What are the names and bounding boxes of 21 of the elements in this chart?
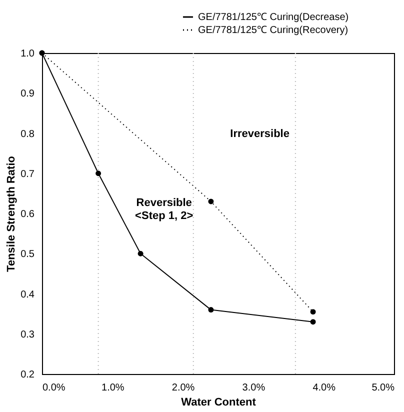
annotation: Irreversible — [230, 128, 290, 140]
y-tick-label: 0.5 — [20, 249, 35, 260]
y-tick-label: 0.2 — [20, 370, 35, 380]
y-tick-label: 1.0 — [20, 48, 35, 60]
y-tick-label: 0.4 — [20, 289, 35, 300]
y-tick-label: 0.8 — [20, 128, 35, 140]
x-tick-label: 3.0% — [242, 382, 266, 394]
x-tick-label: 4.0% — [312, 382, 336, 394]
y-tick-label: 0.9 — [20, 88, 35, 100]
legend-label: GE/7781/125℃ Curing(Decrease) — [198, 12, 349, 23]
y-tick-label: 0.7 — [20, 168, 35, 180]
y-tick-label: 0.3 — [20, 329, 35, 340]
y-axis-title: Tensile Strength Ratio — [6, 156, 18, 272]
annotation: Reversible <Step 1, 2> — [135, 197, 194, 222]
x-tick-label: 0.0% — [42, 382, 66, 394]
x-tick-label: 1.0% — [102, 382, 124, 394]
x-axis-title: Water Content — [181, 396, 256, 408]
legend-label: GE/7781/125℃ Curing(Recovery) — [198, 25, 348, 36]
y-tick-label: 0.6 — [20, 209, 35, 220]
x-tick-label: 5.0% — [372, 382, 395, 394]
x-tick-label: 2.0% — [172, 382, 195, 394]
